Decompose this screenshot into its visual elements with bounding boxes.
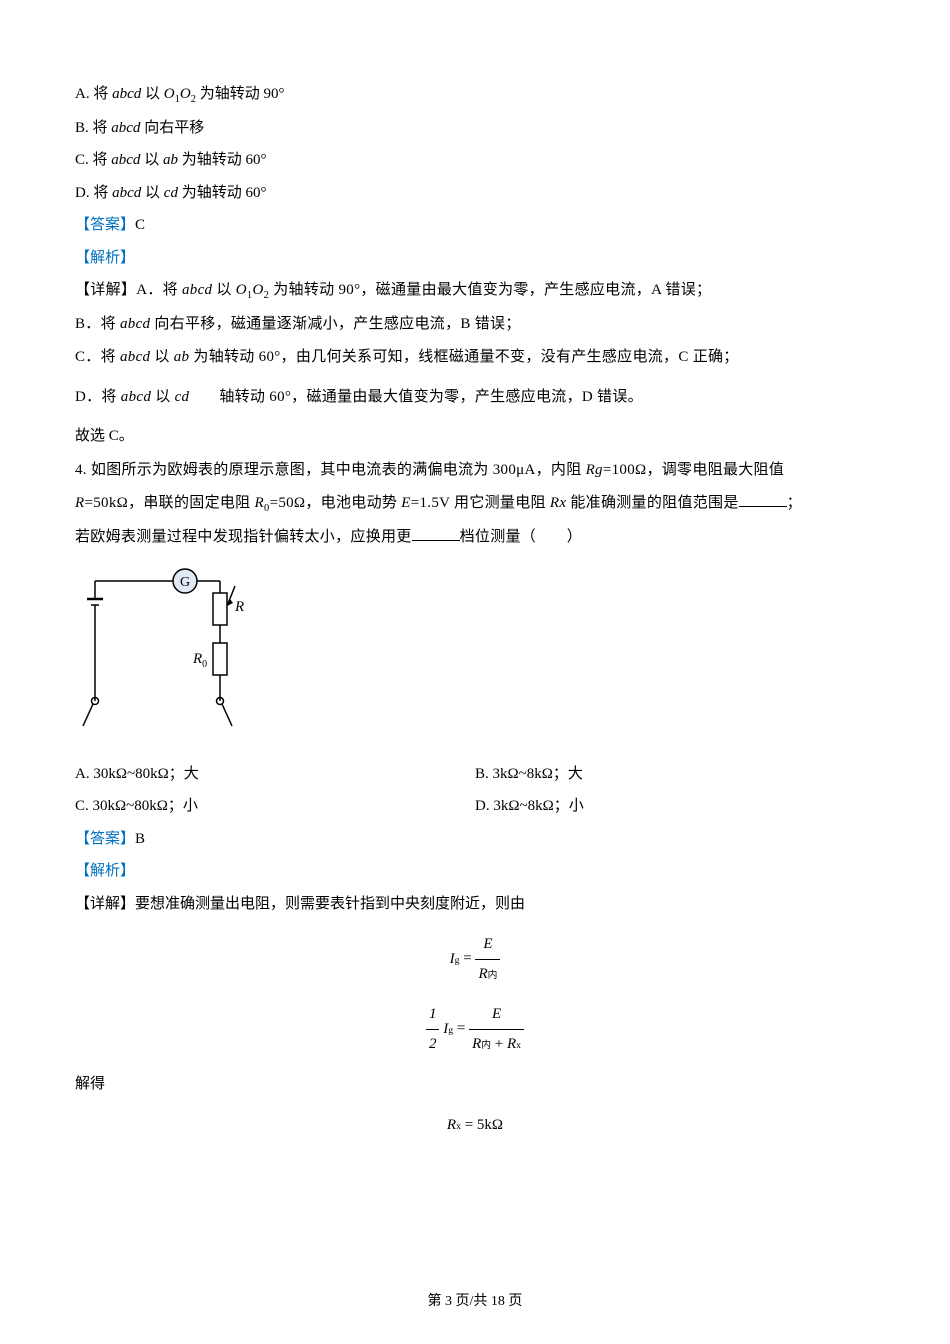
q4-option-b: B. 3kΩ~8kΩ；大 [475,760,875,789]
q3-option-c: C. 将 abcd 以 ab 为轴转动 60° [75,146,875,175]
formula-1: Ig = E R内 [75,930,875,988]
r0-label: R0 [192,651,207,670]
q3-option-a: A. 将 abcd 以 O1O2 为轴转动 90° [75,80,875,110]
circuit-diagram: G R R0 [75,561,875,742]
q3-explain-c: C．将 abcd 以 ab 为轴转动 60°，由几何关系可知，线框磁通量不变，没… [75,343,875,372]
q3-option-d: D. 将 abcd 以 cd 为轴转动 60° [75,179,875,208]
q4-option-a: A. 30kΩ~80kΩ；大 [75,760,475,789]
r-label: R [234,599,244,615]
q3-analysis-label: 【解析】 [75,244,875,273]
q4-analysis-label: 【解析】 [75,857,875,886]
q3-explain-d: D．将 abcd 以 cd轴转动 60°，磁通量由最大值变为零，产生感应电流，D… [75,383,875,412]
q4-stem-line1: 4. 如图所示为欧姆表的原理示意图，其中电流表的满偏电流为 300μA，内阻 R… [75,456,875,485]
q3-option-b: B. 将 abcd 向右平移 [75,114,875,143]
q4-detail: 【详解】要想准确测量出电阻，则需要表针指到中央刻度附近，则由 [75,890,875,919]
q3-answer: 【答案】C [75,211,875,240]
q3-conclusion: 故选 C。 [75,422,875,451]
q3-explain-a: 【详解】A．将 abcd 以 O1O2 为轴转动 90°，磁通量由最大值变为零，… [75,276,875,306]
solve-label: 解得 [75,1070,875,1099]
q4-option-d: D. 3kΩ~8kΩ；小 [475,792,875,821]
formula-3: Rx = 5kΩ [75,1111,875,1140]
q4-stem-line2: R=50kΩ，串联的固定电阻 R0=50Ω，电池电动势 E=1.5V 用它测量电… [75,489,875,519]
q3-explain-b: B．将 abcd 向右平移，磁通量逐渐减小，产生感应电流，B 错误； [75,310,875,339]
formula-2: 1 2 Ig = E R内 + Rx [75,1000,875,1058]
q4-answer: 【答案】B [75,825,875,854]
q4-options-row2: C. 30kΩ~80kΩ；小 D. 3kΩ~8kΩ；小 [75,792,875,821]
q4-options-row1: A. 30kΩ~80kΩ；大 B. 3kΩ~8kΩ；大 [75,760,875,789]
page-number: 第 3 页/共 18 页 [0,1289,950,1316]
q4-option-c: C. 30kΩ~80kΩ；小 [75,792,475,821]
q4-stem-line3: 若欧姆表测量过程中发现指针偏转太小，应换用更档位测量（ ） [75,523,875,552]
g-label: G [180,575,190,590]
